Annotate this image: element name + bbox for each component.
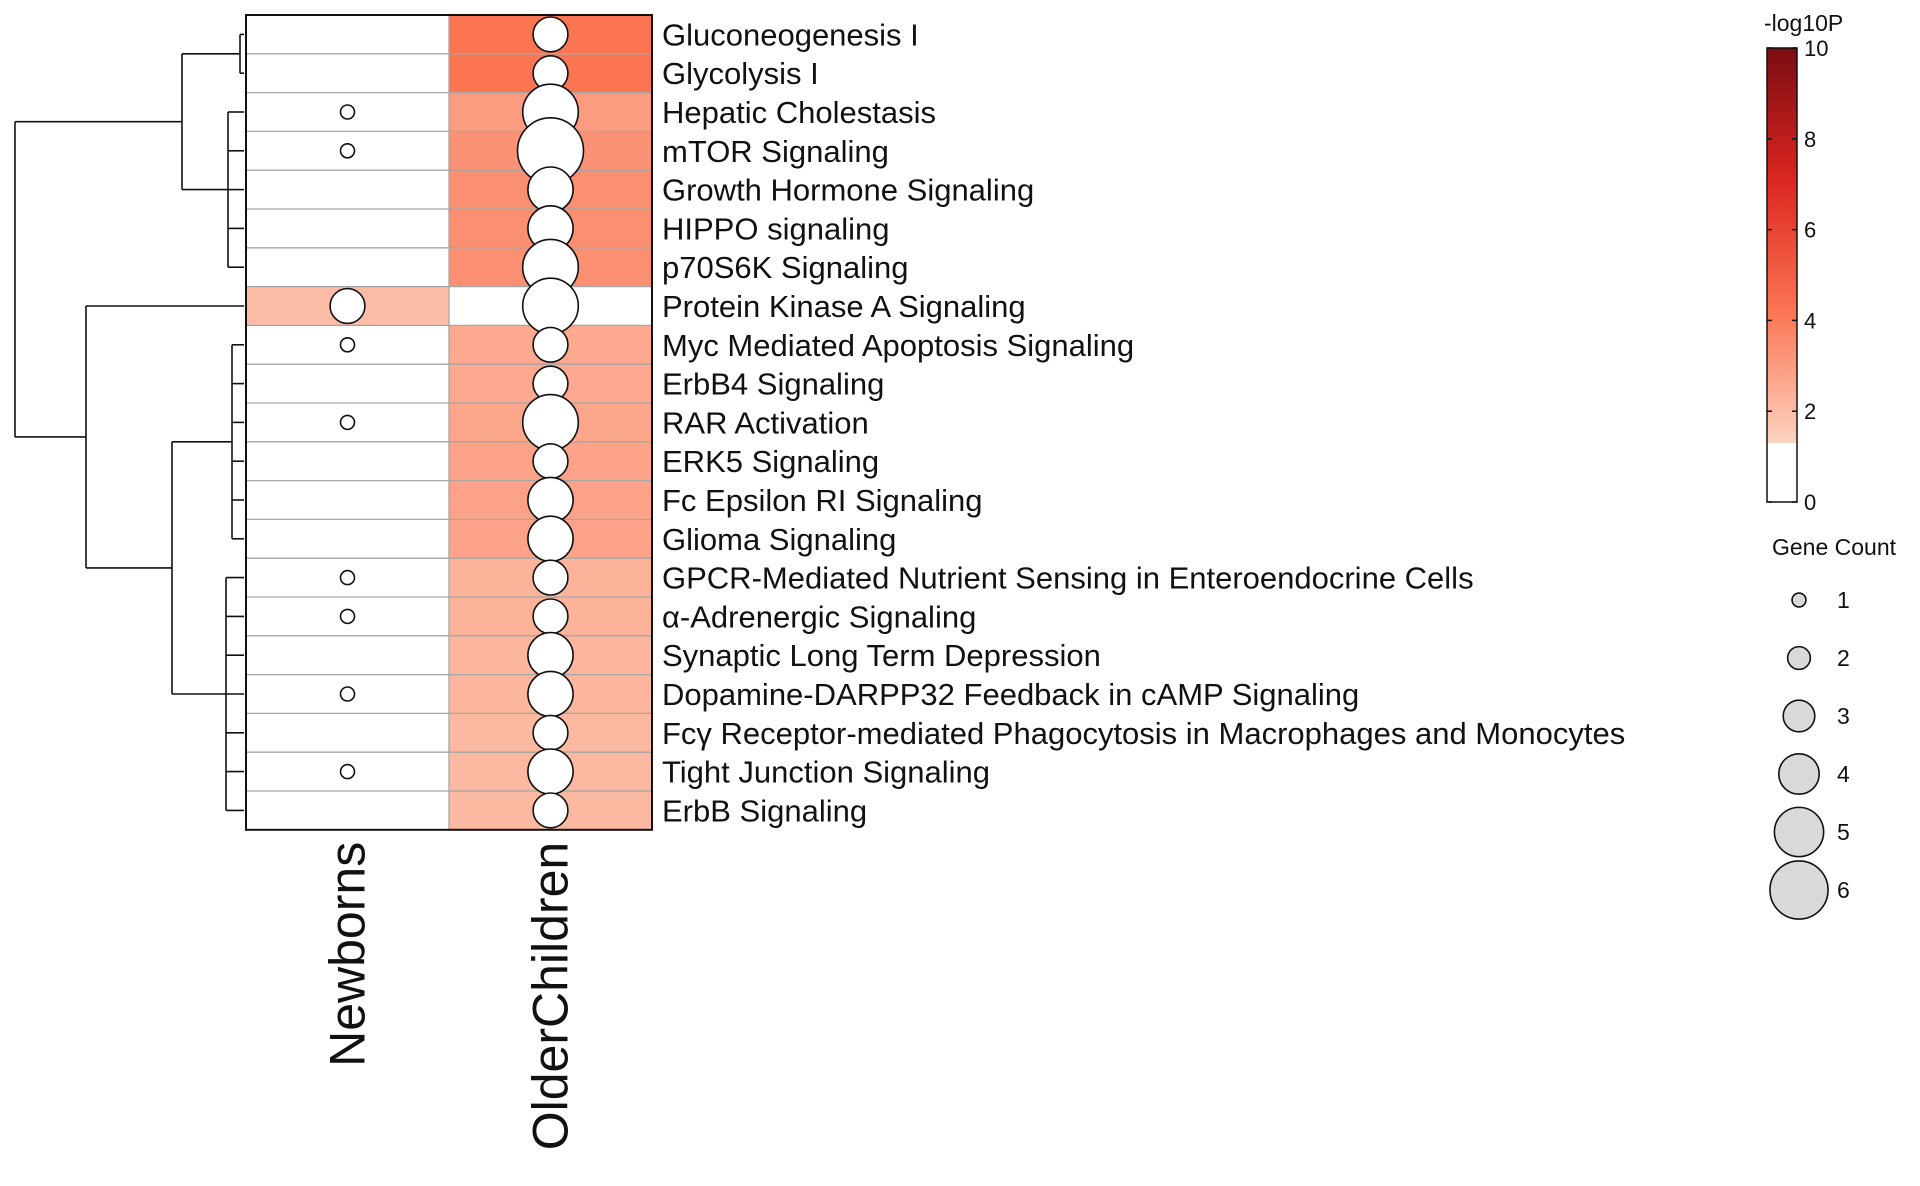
gene-count-circle [532,792,569,829]
size-legend: Gene Count 1 2 3 4 5 6 [1769,534,1897,920]
gene-count-circle [339,763,356,780]
size-legend-label: 5 [1837,819,1850,845]
gene-count-circle [339,143,356,159]
color-legend-nonsignificant-band [1767,442,1797,502]
gene-count-circle [527,515,574,563]
row-label: Myc Mediated Apoptosis Signaling [662,328,1134,363]
row-label: Hepatic Cholestasis [662,95,936,130]
gene-count-circle [532,714,569,751]
color-legend-tick-label: 10 [1804,36,1828,61]
size-legend-label: 6 [1837,877,1850,903]
heatmap-cell [246,713,449,753]
color-legend-gradient-bar [1767,48,1797,443]
gene-count-circle [527,670,574,718]
row-label: Glycolysis I [662,56,819,91]
size-legend-label: 4 [1837,761,1850,787]
color-legend-tick-label: 0 [1804,490,1816,515]
row-label: Tight Junction Signaling [662,755,990,790]
row-label: Growth Hormone Signaling [662,173,1034,208]
gene-count-circle [521,277,580,335]
row-label: Glioma Signaling [662,522,896,557]
column-labels: Newborns OlderChildren [320,842,579,1150]
row-label: HIPPO signaling [662,211,889,246]
heatmap-cell [246,247,449,287]
color-legend-frame [1766,47,1798,503]
color-legend: -log10P 10 8 6 4 2 0 [1764,10,1843,515]
size-legend-circle [1769,860,1829,920]
gene-count-circle [339,104,356,120]
color-legend-tick-label: 6 [1804,218,1816,243]
row-label: Fcγ Receptor-mediated Phagocytosis in Ma… [662,716,1625,751]
color-legend-tick-label: 2 [1804,399,1816,424]
column-label: Newborns [320,842,376,1067]
size-legend-circle [1782,699,1816,733]
size-legend-circle [1786,645,1812,671]
gene-count-circle [339,336,356,353]
gene-count-circle [329,287,366,325]
row-label: Protein Kinase A Signaling [662,289,1026,324]
heatmap-cell [246,480,449,520]
heatmap-cell [246,635,449,675]
heatmap-cell [246,170,449,209]
row-labels: Gluconeogenesis I Glycolysis I Hepatic Cho… [662,17,1625,828]
heatmap-border [245,14,653,831]
size-legend-circle [1777,752,1821,796]
size-legend-circle [1791,592,1807,608]
row-label: mTOR Signaling [662,134,889,169]
heatmap-cell [246,209,449,248]
row-label: ErbB Signaling [662,793,867,828]
row-label: Synaptic Long Term Depression [662,638,1101,673]
gene-count-circle [521,393,580,452]
gene-count-circle [339,569,356,586]
color-legend-title: -log10P [1764,10,1843,36]
row-label: ERK5 Signaling [662,444,879,479]
size-legend-circle [1773,806,1825,858]
size-legend-label: 2 [1837,645,1850,671]
heatmap-grid [246,15,652,830]
heatmap-cell [246,519,449,559]
gene-count-circle [339,608,356,625]
row-label: Dopamine-DARPP32 Feedback in cAMP Signal… [662,677,1359,712]
gene-count-circle [339,686,356,702]
gene-count-circles [329,16,585,829]
size-legend-label: 1 [1837,587,1850,613]
row-label: ErbB4 Signaling [662,367,884,402]
size-legend-label: 3 [1837,703,1850,729]
row-dendrogram [14,33,244,812]
gene-count-circle [532,443,569,480]
heatmap-cell [246,791,449,830]
heatmap-cell [246,15,449,54]
gene-count-circle [532,598,569,635]
column-label: OlderChildren [523,842,579,1150]
row-label: α-Adrenergic Signaling [662,599,976,634]
row-label: RAR Activation [662,405,869,440]
size-legend-title: Gene Count [1772,534,1897,560]
gene-count-circle [532,559,569,596]
row-label: Fc Epsilon RI Signaling [662,483,983,518]
gene-count-circle [527,748,574,796]
row-label: Gluconeogenesis I [662,17,919,52]
gene-count-circle [532,16,569,53]
row-label: GPCR-Mediated Nutrient Sensing in Entero… [662,561,1474,596]
heatmap-cell [246,53,449,93]
color-legend-tick-label: 4 [1804,308,1816,333]
row-label: p70S6K Signaling [662,250,908,285]
color-legend-tick-label: 8 [1804,127,1816,152]
gene-count-circle [532,326,569,363]
heatmap-cell [246,441,449,481]
gene-count-circle [339,414,356,431]
heatmap-cell [246,364,449,403]
